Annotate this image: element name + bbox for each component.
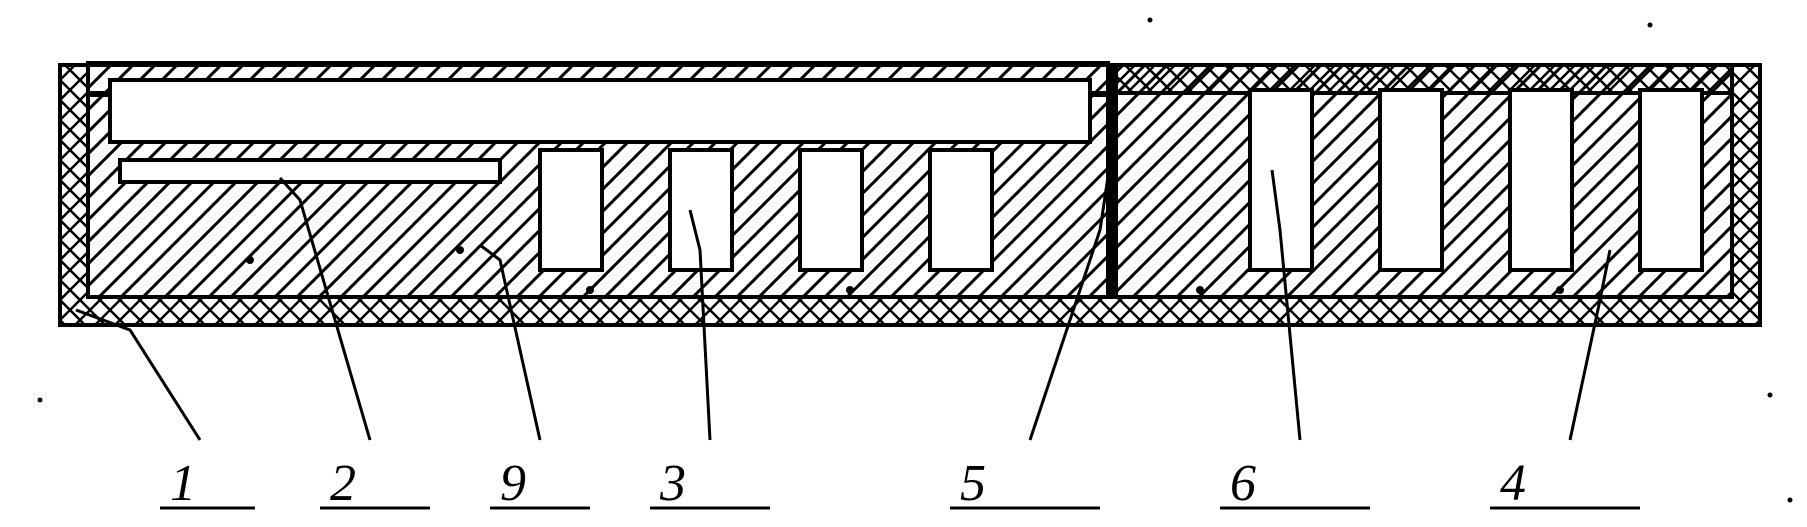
right-block-void-3 [1640, 90, 1702, 270]
left-block-void-2 [540, 150, 602, 270]
marker-dot-4 [1196, 286, 1204, 294]
marker-dot-0 [246, 256, 254, 264]
right-block-void-1 [1380, 90, 1442, 270]
left-block-void-1 [120, 160, 500, 182]
marker-dot-5 [1556, 286, 1564, 294]
label-2: 2 [330, 455, 356, 512]
label-4: 4 [1500, 455, 1526, 512]
left-block-void-0 [110, 80, 1090, 142]
label-1: 1 [170, 455, 196, 512]
marker-dot-2 [586, 286, 594, 294]
speck-2 [38, 398, 43, 403]
left-block-void-4 [800, 150, 862, 270]
speck-0 [1148, 18, 1153, 23]
marker-dot-3 [846, 286, 854, 294]
right-block-void-2 [1510, 90, 1572, 270]
leader-1 [76, 310, 200, 440]
label-9: 9 [500, 455, 526, 512]
label-6: 6 [1230, 455, 1256, 512]
left-block-void-5 [930, 150, 992, 270]
speck-3 [1768, 393, 1773, 398]
label-3: 3 [659, 455, 686, 512]
speck-4 [1788, 498, 1793, 503]
speck-1 [1648, 23, 1653, 28]
label-5: 5 [960, 455, 986, 512]
marker-dot-1 [456, 246, 464, 254]
cross-section-diagram: 1 2 9 3 5 6 4 [0, 0, 1807, 527]
